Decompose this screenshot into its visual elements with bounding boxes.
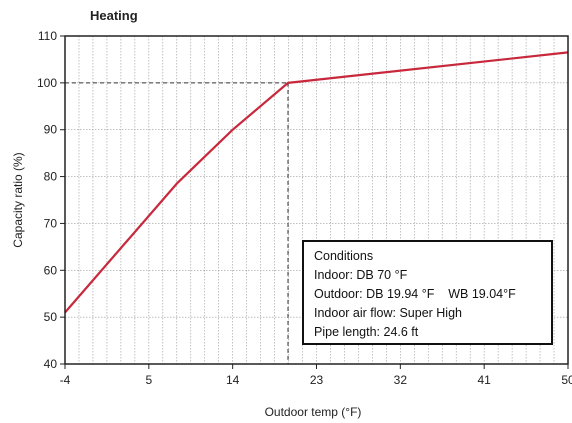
x-tick-label: 23 <box>310 373 324 387</box>
conditions-title: Conditions <box>314 249 373 263</box>
y-tick-label: 40 <box>44 357 58 371</box>
series-group <box>64 51 569 314</box>
conditions-indoor: Indoor: DB 70 °F <box>314 268 408 282</box>
y-axis-label: Capacity ratio (%) <box>11 152 25 247</box>
x-tick-label: 32 <box>394 373 408 387</box>
x-tick-label: 5 <box>145 373 152 387</box>
conditions-box: Conditions Indoor: DB 70 °F Outdoor: DB … <box>302 240 553 345</box>
series-line <box>64 51 569 314</box>
x-axis-label: Outdoor temp (°F) <box>265 405 362 419</box>
y-tick-label: 70 <box>44 216 58 230</box>
y-tick-label: 80 <box>44 170 58 184</box>
conditions-frame <box>302 240 553 345</box>
y-tick-label: 60 <box>44 263 58 277</box>
x-tick-label: 41 <box>477 373 491 387</box>
conditions-airflow: Indoor air flow: Super High <box>314 306 462 320</box>
reference-lines <box>65 82 289 364</box>
y-axis-ticks: 40 50 60 70 80 90 100 110 <box>37 29 65 371</box>
y-tick-label: 100 <box>37 76 57 90</box>
conditions-outdoor: Outdoor: DB 19.94 °F WB 19.04°F <box>314 287 516 301</box>
x-tick-label: -4 <box>60 373 71 387</box>
x-tick-label: 50 <box>561 373 572 387</box>
x-axis-ticks: -4 5 14 23 32 41 50 <box>60 364 572 387</box>
x-tick-label: 14 <box>226 373 240 387</box>
y-tick-label: 90 <box>44 123 58 137</box>
chart-title: Heating <box>90 8 138 23</box>
y-tick-label: 50 <box>44 310 58 324</box>
conditions-pipe: Pipe length: 24.6 ft <box>314 325 419 339</box>
y-tick-label: 110 <box>38 29 57 43</box>
